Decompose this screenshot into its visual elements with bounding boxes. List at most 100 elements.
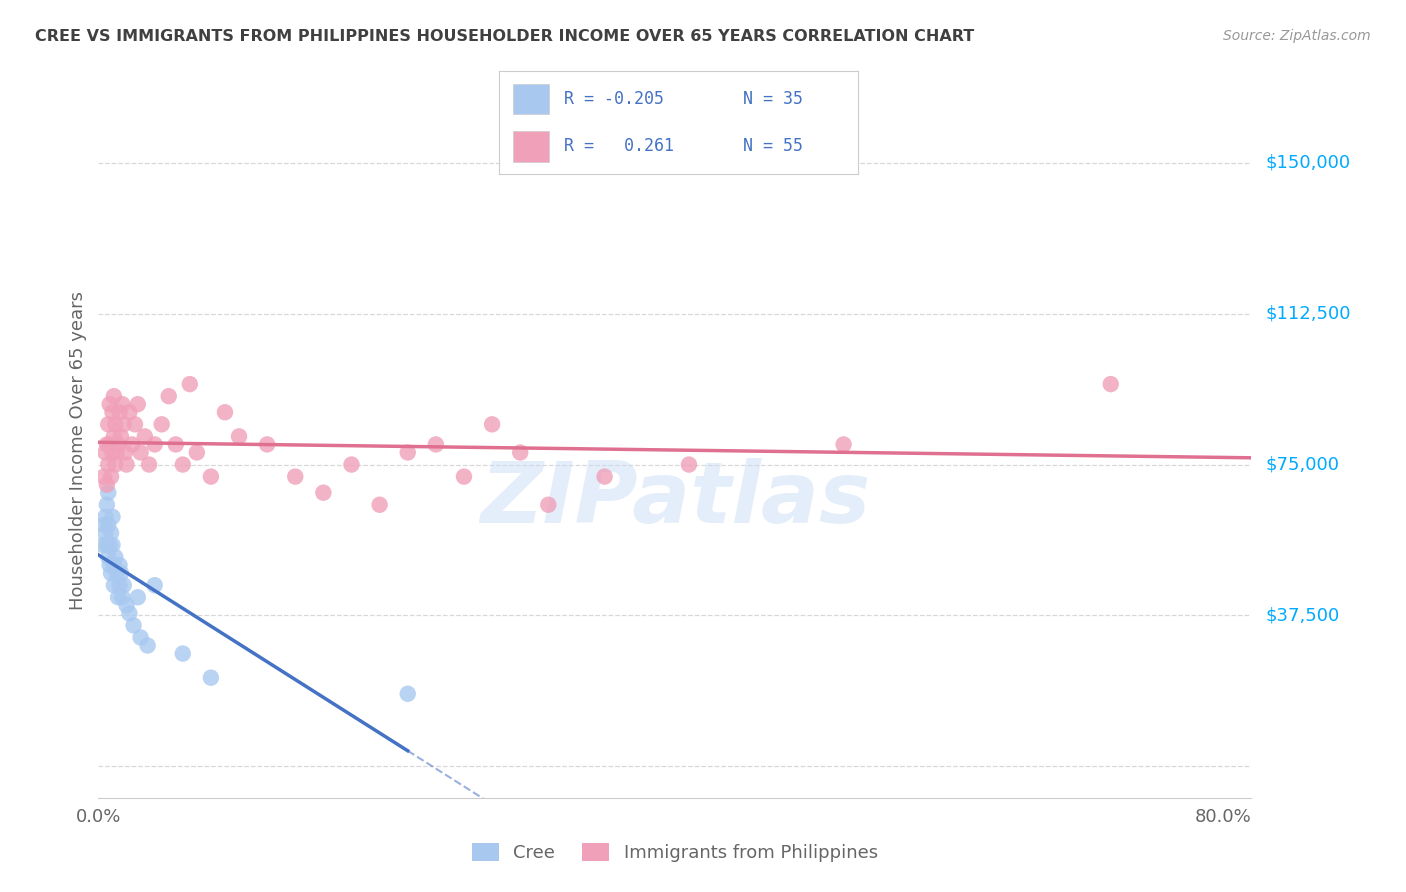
Point <box>134 429 156 443</box>
Point <box>96 477 118 491</box>
Point <box>97 485 120 500</box>
Text: $37,500: $37,500 <box>1265 607 1340 624</box>
Point <box>127 397 149 411</box>
Point <box>91 538 114 552</box>
Point <box>100 469 122 483</box>
Point <box>396 687 419 701</box>
Point <box>97 458 120 472</box>
Point <box>127 591 149 605</box>
Point <box>256 437 278 451</box>
Text: N = 35: N = 35 <box>742 90 803 108</box>
Point <box>107 591 129 605</box>
Point <box>228 429 250 443</box>
Point <box>96 538 118 552</box>
Point <box>138 458 160 472</box>
Point <box>124 417 146 432</box>
Point <box>96 498 118 512</box>
Point <box>340 458 363 472</box>
Text: $150,000: $150,000 <box>1265 154 1350 172</box>
Point <box>94 445 117 459</box>
Point <box>172 647 194 661</box>
Point <box>481 417 503 432</box>
Text: $112,500: $112,500 <box>1265 305 1351 323</box>
Point <box>105 445 128 459</box>
Point <box>200 671 222 685</box>
Point <box>94 509 117 524</box>
Point <box>112 417 135 432</box>
Legend: Cree, Immigrants from Philippines: Cree, Immigrants from Philippines <box>464 836 886 870</box>
Point <box>678 458 700 472</box>
Point <box>97 417 120 432</box>
Text: R =   0.261: R = 0.261 <box>564 137 673 155</box>
Text: ZIPatlas: ZIPatlas <box>479 458 870 541</box>
Point <box>98 538 121 552</box>
Point <box>93 517 115 532</box>
Point <box>214 405 236 419</box>
Point <box>103 558 125 572</box>
Point <box>425 437 447 451</box>
Point <box>101 538 124 552</box>
Point <box>129 631 152 645</box>
Point <box>537 498 560 512</box>
Bar <box>513 84 550 114</box>
Point <box>107 437 129 451</box>
Text: CREE VS IMMIGRANTS FROM PHILIPPINES HOUSEHOLDER INCOME OVER 65 YEARS CORRELATION: CREE VS IMMIGRANTS FROM PHILIPPINES HOUS… <box>35 29 974 44</box>
Point <box>165 437 187 451</box>
Point <box>179 377 201 392</box>
Point <box>98 397 121 411</box>
Point <box>108 558 131 572</box>
Point <box>832 437 855 451</box>
Point <box>118 607 141 621</box>
Point <box>115 458 138 472</box>
Point <box>129 445 152 459</box>
Text: Source: ZipAtlas.com: Source: ZipAtlas.com <box>1223 29 1371 43</box>
Text: R = -0.205: R = -0.205 <box>564 90 664 108</box>
Point <box>104 417 127 432</box>
Point <box>115 599 138 613</box>
Point <box>110 429 132 443</box>
Point <box>453 469 475 483</box>
Point <box>100 566 122 581</box>
Point <box>396 445 419 459</box>
Point <box>104 458 127 472</box>
Point <box>93 469 115 483</box>
Point <box>103 389 125 403</box>
Y-axis label: Householder Income Over 65 years: Householder Income Over 65 years <box>69 291 87 610</box>
Point <box>200 469 222 483</box>
Point <box>100 525 122 540</box>
Text: N = 55: N = 55 <box>742 137 803 155</box>
Point <box>101 405 124 419</box>
Point <box>111 591 134 605</box>
Point <box>509 445 531 459</box>
Point <box>136 639 159 653</box>
Point <box>103 429 125 443</box>
Point <box>284 469 307 483</box>
Point <box>110 566 132 581</box>
Point <box>108 578 131 592</box>
Point <box>114 445 136 459</box>
Point <box>122 618 145 632</box>
Point <box>96 437 118 451</box>
Point <box>101 509 124 524</box>
Point <box>94 525 117 540</box>
Point <box>101 445 124 459</box>
Point <box>98 437 121 451</box>
Point <box>143 437 166 451</box>
Point <box>157 389 180 403</box>
Point <box>121 437 143 451</box>
Point <box>150 417 173 432</box>
Point <box>1099 377 1122 392</box>
Point <box>103 578 125 592</box>
Point <box>98 558 121 572</box>
Point <box>112 578 135 592</box>
Point <box>186 445 208 459</box>
Point <box>104 549 127 564</box>
Point <box>97 517 120 532</box>
Point <box>105 566 128 581</box>
Point <box>108 405 131 419</box>
Point <box>368 498 391 512</box>
Point <box>172 458 194 472</box>
Point <box>118 405 141 419</box>
Point <box>111 397 134 411</box>
Point <box>312 485 335 500</box>
